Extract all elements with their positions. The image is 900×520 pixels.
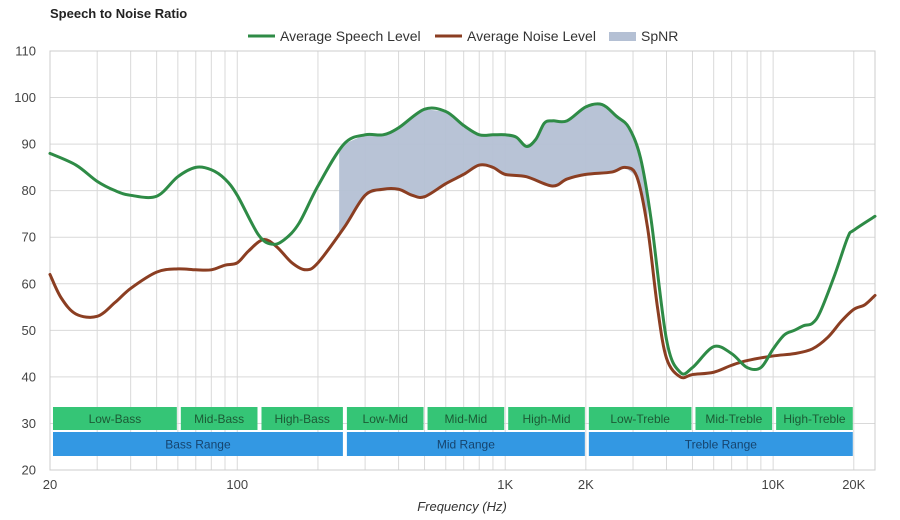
range-band-label: Mid-Bass [194,412,244,426]
x-tick-label: 20 [43,477,57,492]
axes: 20 30 40 50 60 70 80 90 100 110 20 100 1K 2K 10K 20K [14,44,865,493]
spnr-area [339,104,648,235]
range-band [427,407,505,430]
range-band [776,407,853,430]
range-band [695,407,773,430]
range-band [346,432,585,456]
range-band-label: Low-Bass [89,412,142,426]
y-tick-label: 20 [22,463,36,478]
legend-label: SpNR [641,28,678,44]
range-band [508,407,585,430]
chart-title: Speech to Noise Ratio [50,6,188,21]
range-band-label: Treble Range [685,438,758,452]
y-tick-label: 60 [22,276,36,291]
noise-level-line [48,163,877,380]
plot-border [49,50,876,471]
range-band [261,407,343,430]
y-tick-label: 80 [22,183,36,198]
legend-label: Average Noise Level [467,28,596,44]
range-band [346,407,424,430]
x-tick-label: 10K [762,477,785,492]
x-tick-label: 1K [497,477,513,492]
y-tick-label: 90 [22,137,36,152]
range-band-label: High-Mid [523,412,571,426]
range-band-label: Mid-Mid [445,412,488,426]
x-tick-label: 100 [226,477,248,492]
x-tick-label: 20K [842,477,865,492]
y-tick-label: 50 [22,323,36,338]
y-tick-label: 30 [22,416,36,431]
range-band [53,407,177,430]
spnr-area-layer [339,104,648,235]
range-band [180,407,258,430]
range-band-label: High-Treble [783,412,846,426]
y-tick-label: 40 [22,369,36,384]
range-band [588,432,853,456]
range-band-label: Bass Range [165,438,231,452]
speech-level-line [48,102,877,376]
legend-swatch [609,32,636,41]
y-tick-label: 100 [14,90,36,105]
range-band-label: Mid Range [437,438,495,452]
range-band-label: High-Bass [275,412,330,426]
legend: Average Speech Level Average Noise Level S… [248,28,678,44]
y-tick-label: 70 [22,230,36,245]
frequency-range-bands: Low-Bass Mid-Bass High-Bass Low-Mid Mid-Mid H… [53,407,853,456]
x-tick-label: 2K [578,477,594,492]
range-band-label: Mid-Treble [705,412,762,426]
y-tick-label: 110 [15,44,36,59]
x-axis-label: Frequency (Hz) [417,499,507,514]
legend-label: Average Speech Level [280,28,421,44]
range-band [53,432,343,456]
range-band-label: Low-Treble [610,412,670,426]
series-lines [48,102,877,380]
range-band-label: Low-Mid [363,412,408,426]
range-band [588,407,692,430]
